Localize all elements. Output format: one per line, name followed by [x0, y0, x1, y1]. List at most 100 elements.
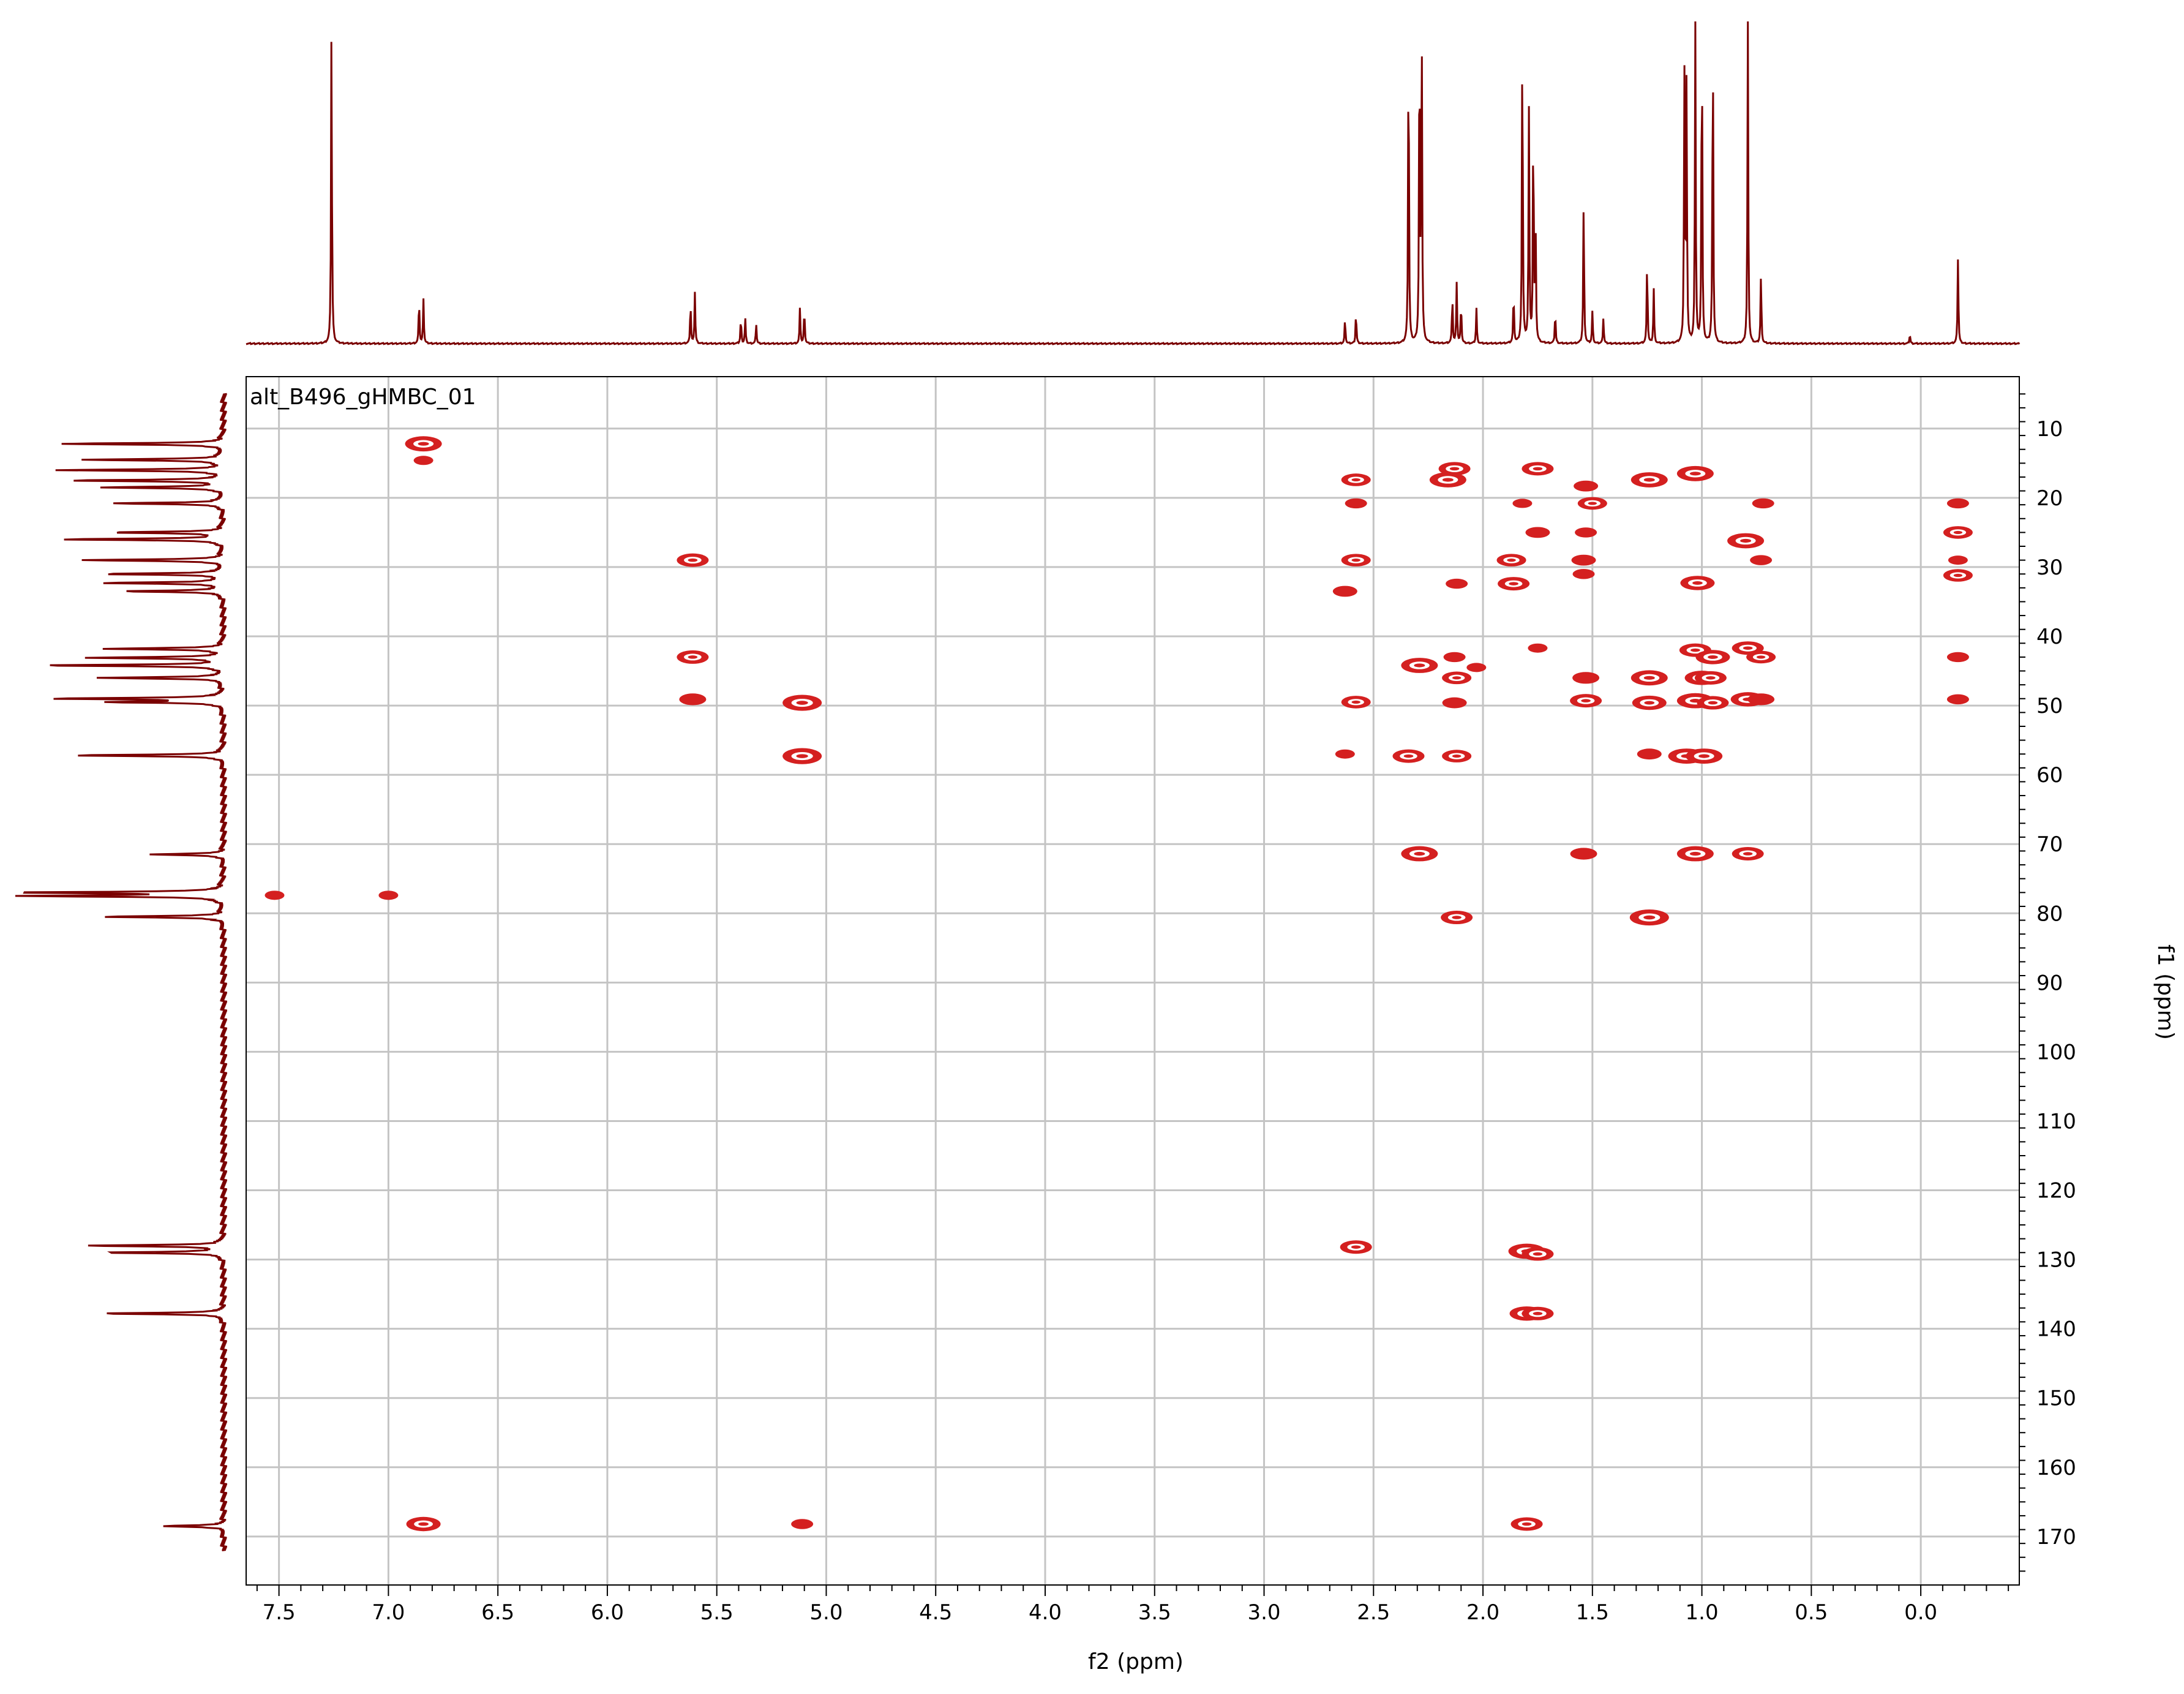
cross-peak-center — [418, 1522, 429, 1526]
cross-peak — [1572, 569, 1595, 579]
cross-peak-center — [1533, 1252, 1543, 1256]
cross-peak — [1466, 663, 1487, 672]
cross-peak-center — [1643, 676, 1655, 680]
y-tick-label: 150 — [2036, 1387, 2076, 1411]
x-tick-label: 7.5 — [263, 1600, 296, 1625]
x-axis: 7.5 7.0 6.5 6.0 5.5 5.0 4.5 4.0 3.5 3.0 2.5 2.0 1.5 1… — [246, 1584, 2019, 1625]
cross-peak — [1442, 697, 1467, 709]
cross-peak-center — [1581, 699, 1591, 702]
y-tick-label: 90 — [2036, 971, 2063, 995]
cross-peak — [1572, 672, 1600, 684]
cross-peak-center — [1533, 467, 1543, 471]
cross-peak — [1525, 527, 1550, 538]
cross-peak-center — [688, 558, 698, 562]
cross-peak-center — [1706, 676, 1716, 680]
cross-peak — [413, 456, 433, 465]
cross-peak-center — [1414, 663, 1425, 668]
cross-peak-center — [1414, 851, 1425, 856]
carbon-projection-spectrum — [15, 393, 228, 1551]
cross-peak — [1345, 498, 1367, 509]
y-tick-label: 110 — [2036, 1109, 2076, 1134]
cross-peak-center — [1689, 472, 1701, 476]
x-tick-label: 1.0 — [1686, 1600, 1719, 1625]
cross-peak — [1946, 498, 1969, 509]
y-tick-label: 80 — [2036, 902, 2063, 926]
cross-peak — [1946, 652, 1969, 663]
x-axis-title: f2 (ppm) — [1088, 1649, 1184, 1674]
y-tick-label: 10 — [2036, 417, 2063, 442]
cross-peak-center — [1740, 538, 1752, 543]
y-tick-label: 100 — [2036, 1040, 2076, 1064]
cross-peak — [1752, 498, 1774, 509]
cross-peak-center — [1643, 915, 1656, 920]
cross-peak-center — [1351, 700, 1360, 704]
cross-peak-center — [1689, 851, 1701, 856]
cross-peak-center — [1708, 701, 1718, 705]
cross-peak-center — [1351, 1245, 1361, 1249]
cross-peak — [1528, 643, 1548, 653]
x-tick-label: 7.0 — [372, 1600, 405, 1625]
cross-peak — [1571, 554, 1596, 566]
cross-peak-center — [1533, 1312, 1543, 1316]
x-tick-label: 2.5 — [1357, 1600, 1390, 1625]
cross-peak — [791, 1519, 814, 1529]
cross-peak — [1332, 585, 1357, 597]
cross-peak-center — [1756, 655, 1766, 659]
cross-peak-center — [1403, 754, 1414, 758]
cross-peak-center — [418, 442, 429, 446]
x-tick-label: 0.0 — [1904, 1600, 1937, 1625]
x-tick-label: 0.5 — [1795, 1600, 1828, 1625]
x-tick-label: 6.0 — [591, 1600, 624, 1625]
y-tick-label: 140 — [2036, 1317, 2076, 1342]
y-tick-label: 130 — [2036, 1248, 2076, 1273]
y-tick-label: 40 — [2036, 625, 2063, 649]
plot-grid — [246, 377, 2019, 1585]
y-tick-label: 50 — [2036, 694, 2063, 718]
x-tick-label: 2.0 — [1466, 1600, 1499, 1625]
cross-peak — [1446, 578, 1468, 589]
cross-peak-center — [1691, 648, 1700, 652]
cross-peak-center — [1351, 559, 1360, 562]
cross-peak-center — [1708, 655, 1718, 659]
cross-peak — [1747, 693, 1775, 706]
proton-projection-spectrum — [246, 21, 2021, 345]
cross-peak-center — [1452, 916, 1462, 919]
cross-peak — [1574, 480, 1599, 492]
x-tick-label: 3.5 — [1138, 1600, 1171, 1625]
y-tick-label: 70 — [2036, 832, 2063, 857]
cross-peak-center — [688, 655, 698, 659]
cross-peak-center — [1351, 478, 1360, 482]
cross-peak — [1443, 652, 1466, 663]
cross-peak-center — [1507, 559, 1516, 562]
cross-peak — [679, 693, 707, 706]
cross-peak-center — [796, 754, 808, 758]
cross-peak — [378, 890, 399, 900]
cross-peak-center — [1953, 573, 1963, 578]
cross-peak-center — [1588, 502, 1597, 505]
y-tick-label: 160 — [2036, 1456, 2076, 1480]
y-axis: 10 20 30 40 50 60 70 80 90 100 110 120 130 140 150 160 1… — [2019, 377, 2076, 1585]
y-tick-label: 120 — [2036, 1179, 2076, 1203]
cross-peak — [1570, 848, 1597, 860]
cross-peak-center — [1449, 467, 1460, 471]
y-tick-label: 60 — [2036, 763, 2063, 788]
cross-peak-center — [1522, 1522, 1532, 1526]
cross-peak-center — [1743, 852, 1753, 856]
cross-peak-center — [1442, 478, 1454, 482]
cross-peak-center — [1644, 701, 1655, 705]
cross-peak — [1575, 527, 1597, 538]
cross-peak-center — [1452, 755, 1462, 758]
cross-peak-center — [1953, 530, 1963, 534]
x-tick-label: 1.5 — [1576, 1600, 1609, 1625]
x-tick-label: 3.0 — [1247, 1600, 1280, 1625]
cross-peaks — [265, 436, 1973, 1532]
cross-peak-center — [1692, 581, 1703, 585]
y-tick-label: 170 — [2036, 1525, 2076, 1549]
x-tick-label: 6.5 — [481, 1600, 514, 1625]
x-tick-label: 5.5 — [700, 1600, 734, 1625]
cross-peak — [1512, 499, 1533, 508]
cross-peak — [1948, 555, 1968, 565]
cross-peak — [1946, 694, 1969, 705]
